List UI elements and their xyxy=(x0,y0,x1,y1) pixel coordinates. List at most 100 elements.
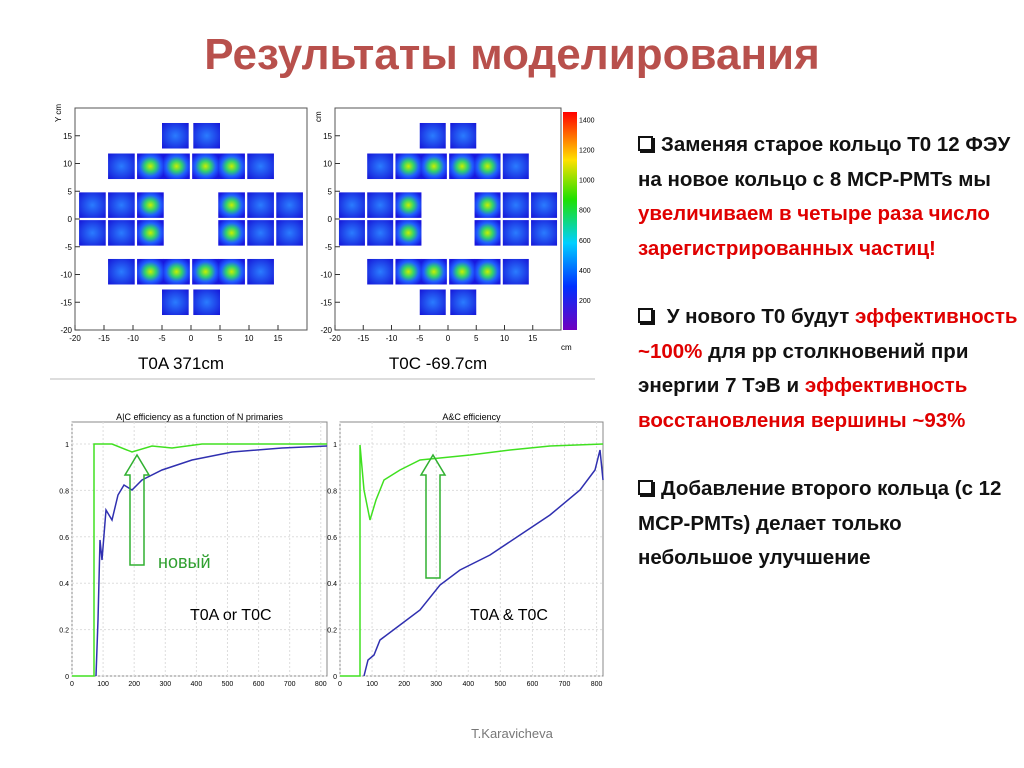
x-tick-label: 5 xyxy=(474,334,479,343)
plot-frame xyxy=(74,107,308,331)
y-tick-label: 0 xyxy=(68,215,73,224)
detector-module xyxy=(276,192,303,218)
detector-module xyxy=(218,153,245,180)
x-tick-label: 500 xyxy=(495,681,507,688)
y-tick-label: 5 xyxy=(68,187,73,196)
x-tick-label: 400 xyxy=(191,681,203,688)
x-tick-label: 15 xyxy=(528,334,537,343)
y-tick-label: 0.4 xyxy=(59,581,69,588)
detector-module xyxy=(474,258,501,285)
detector-module xyxy=(137,258,164,285)
y-tick-label: 0 xyxy=(65,674,69,681)
bullet-list: Заменяя старое кольцо Т0 12 ФЭУ на новое… xyxy=(638,128,1018,610)
x-tick-label: 600 xyxy=(527,681,539,688)
detector-module xyxy=(247,192,274,218)
x-tick-label: 10 xyxy=(245,334,254,343)
detector-module xyxy=(502,192,529,218)
x-tick-label: 700 xyxy=(284,681,296,688)
y-tick-label: -10 xyxy=(60,271,72,280)
y-tick-label: 5 xyxy=(328,187,333,196)
detector-module xyxy=(162,289,189,316)
x-tick-label: 0 xyxy=(189,334,194,343)
detector-module xyxy=(419,289,446,316)
detector-module xyxy=(162,122,189,149)
y-tick-label: -20 xyxy=(60,326,72,335)
detector-module xyxy=(474,153,501,180)
detector-module xyxy=(367,220,394,246)
detector-module xyxy=(247,153,274,180)
plot-frame xyxy=(71,421,328,677)
detector-module xyxy=(531,192,558,218)
axis-label: cm xyxy=(314,111,323,122)
x-tick-label: 600 xyxy=(253,681,265,688)
x-tick-label: 300 xyxy=(430,681,442,688)
bullet-text: Заменяя старое кольцо Т0 12 ФЭУ на новое… xyxy=(638,133,1011,191)
plot-frame xyxy=(334,107,562,331)
x-tick-label: -15 xyxy=(98,334,110,343)
colorbar-tick-label: 1000 xyxy=(579,178,595,185)
axis-label: cm xyxy=(561,343,572,352)
efficiency-curve-green xyxy=(340,443,604,677)
detector-module xyxy=(193,289,220,316)
detector-module xyxy=(137,192,164,218)
y-tick-label: 0.6 xyxy=(327,535,337,542)
detector-module xyxy=(449,153,476,180)
detector-module xyxy=(192,258,219,285)
arrow xyxy=(123,453,151,566)
detector-module xyxy=(108,192,135,218)
x-tick-label: 15 xyxy=(274,334,283,343)
detector-module xyxy=(247,258,274,285)
y-tick-label: -5 xyxy=(65,243,73,252)
detector-module xyxy=(192,153,219,180)
x-tick-label: -20 xyxy=(329,334,341,343)
x-tick-label: 5 xyxy=(218,334,223,343)
efficiency-curve-green xyxy=(72,443,327,677)
detector-module xyxy=(395,192,422,218)
detector-module xyxy=(367,192,394,218)
detector-module xyxy=(449,258,476,285)
x-tick-label: 10 xyxy=(500,334,509,343)
footer: T.Karavicheva xyxy=(471,726,553,741)
detector-module xyxy=(450,289,477,316)
y-tick-label: 15 xyxy=(63,132,72,141)
detector-module xyxy=(502,220,529,246)
colorbar xyxy=(563,112,577,330)
detector-module xyxy=(420,153,447,180)
bullet-icon xyxy=(638,308,653,323)
y-tick-label: -15 xyxy=(320,298,332,307)
detector-module xyxy=(247,220,274,246)
x-tick-label: 100 xyxy=(97,681,109,688)
x-tick-label: -5 xyxy=(158,334,166,343)
axis-label: Y cm xyxy=(54,104,63,122)
bullet: Добавление второго кольца (с 12 MCP-PMTs… xyxy=(638,472,1018,576)
x-tick-label: 100 xyxy=(366,681,378,688)
x-tick-label: -20 xyxy=(69,334,81,343)
bullet-icon xyxy=(638,480,653,495)
colorbar-tick-label: 1200 xyxy=(579,148,595,155)
colorbar-tick-label: 1400 xyxy=(579,118,595,125)
detector-module xyxy=(218,192,245,218)
detector-module xyxy=(367,153,394,180)
detector-module xyxy=(502,258,529,285)
detector-module xyxy=(108,220,135,246)
plot-title: A&C efficiency xyxy=(442,412,501,422)
y-tick-label: 0 xyxy=(328,215,333,224)
efficiency-curve-blue xyxy=(95,445,328,677)
x-tick-label: -15 xyxy=(357,334,369,343)
efficiency-curve-blue xyxy=(363,449,604,677)
bullet-icon xyxy=(638,136,653,151)
plot-label: T0A & T0C xyxy=(470,607,548,624)
y-tick-label: 0.2 xyxy=(327,628,337,635)
detector-module xyxy=(163,258,190,285)
y-tick-label: 1 xyxy=(65,442,69,449)
bullet-text: эффективность восстановления вершины ~93… xyxy=(638,374,968,432)
arrow xyxy=(419,453,447,579)
detector-module xyxy=(502,153,529,180)
x-tick-label: 800 xyxy=(591,681,603,688)
y-tick-label: 0.8 xyxy=(59,488,69,495)
detector-module xyxy=(79,220,106,246)
y-tick-label: -5 xyxy=(325,243,333,252)
detector-module xyxy=(338,220,365,246)
slide-title: Результаты моделирования xyxy=(204,30,820,79)
